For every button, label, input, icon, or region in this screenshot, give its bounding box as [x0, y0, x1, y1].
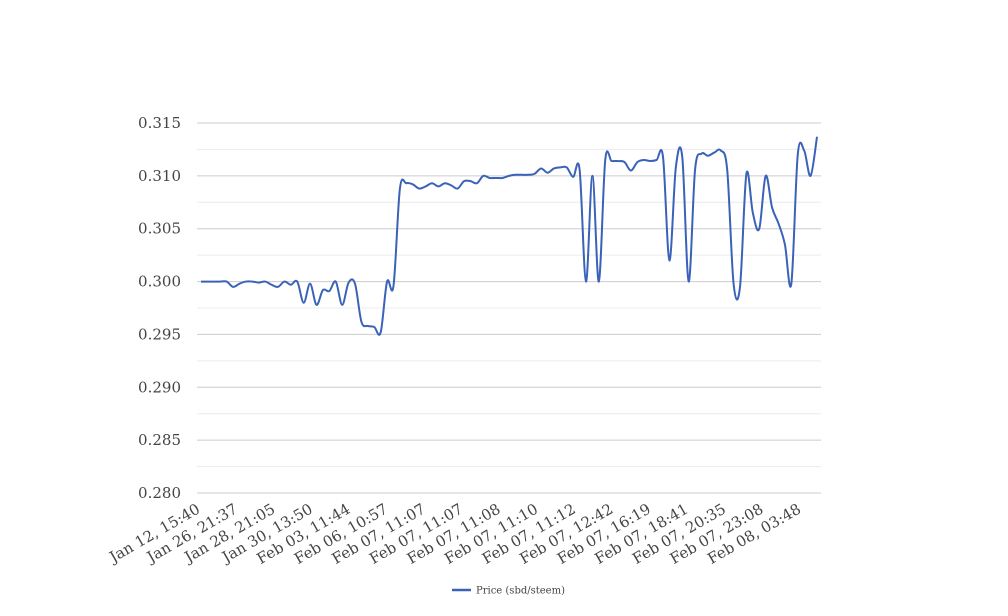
series-layer: [201, 136, 818, 336]
y-tick-label: 0.295: [138, 325, 181, 343]
y-tick-label: 0.305: [138, 220, 181, 238]
y-axis: 0.280 0.285 0.290 0.295 0.300 0.305 0.310 0.315: [138, 114, 181, 502]
y-tick-label: 0.300: [138, 273, 181, 291]
y-tick-label: 0.310: [138, 167, 181, 185]
y-tick-label: 0.290: [138, 378, 181, 396]
legend-label: Price (sbd/steem): [476, 586, 565, 597]
y-tick-label: 0.285: [138, 431, 181, 449]
y-tick-label: 0.315: [138, 114, 181, 132]
y-tick-label: 0.280: [138, 484, 181, 502]
legend[interactable]: Price (sbd/steem): [452, 586, 565, 597]
series-line-0[interactable]: [201, 136, 818, 336]
